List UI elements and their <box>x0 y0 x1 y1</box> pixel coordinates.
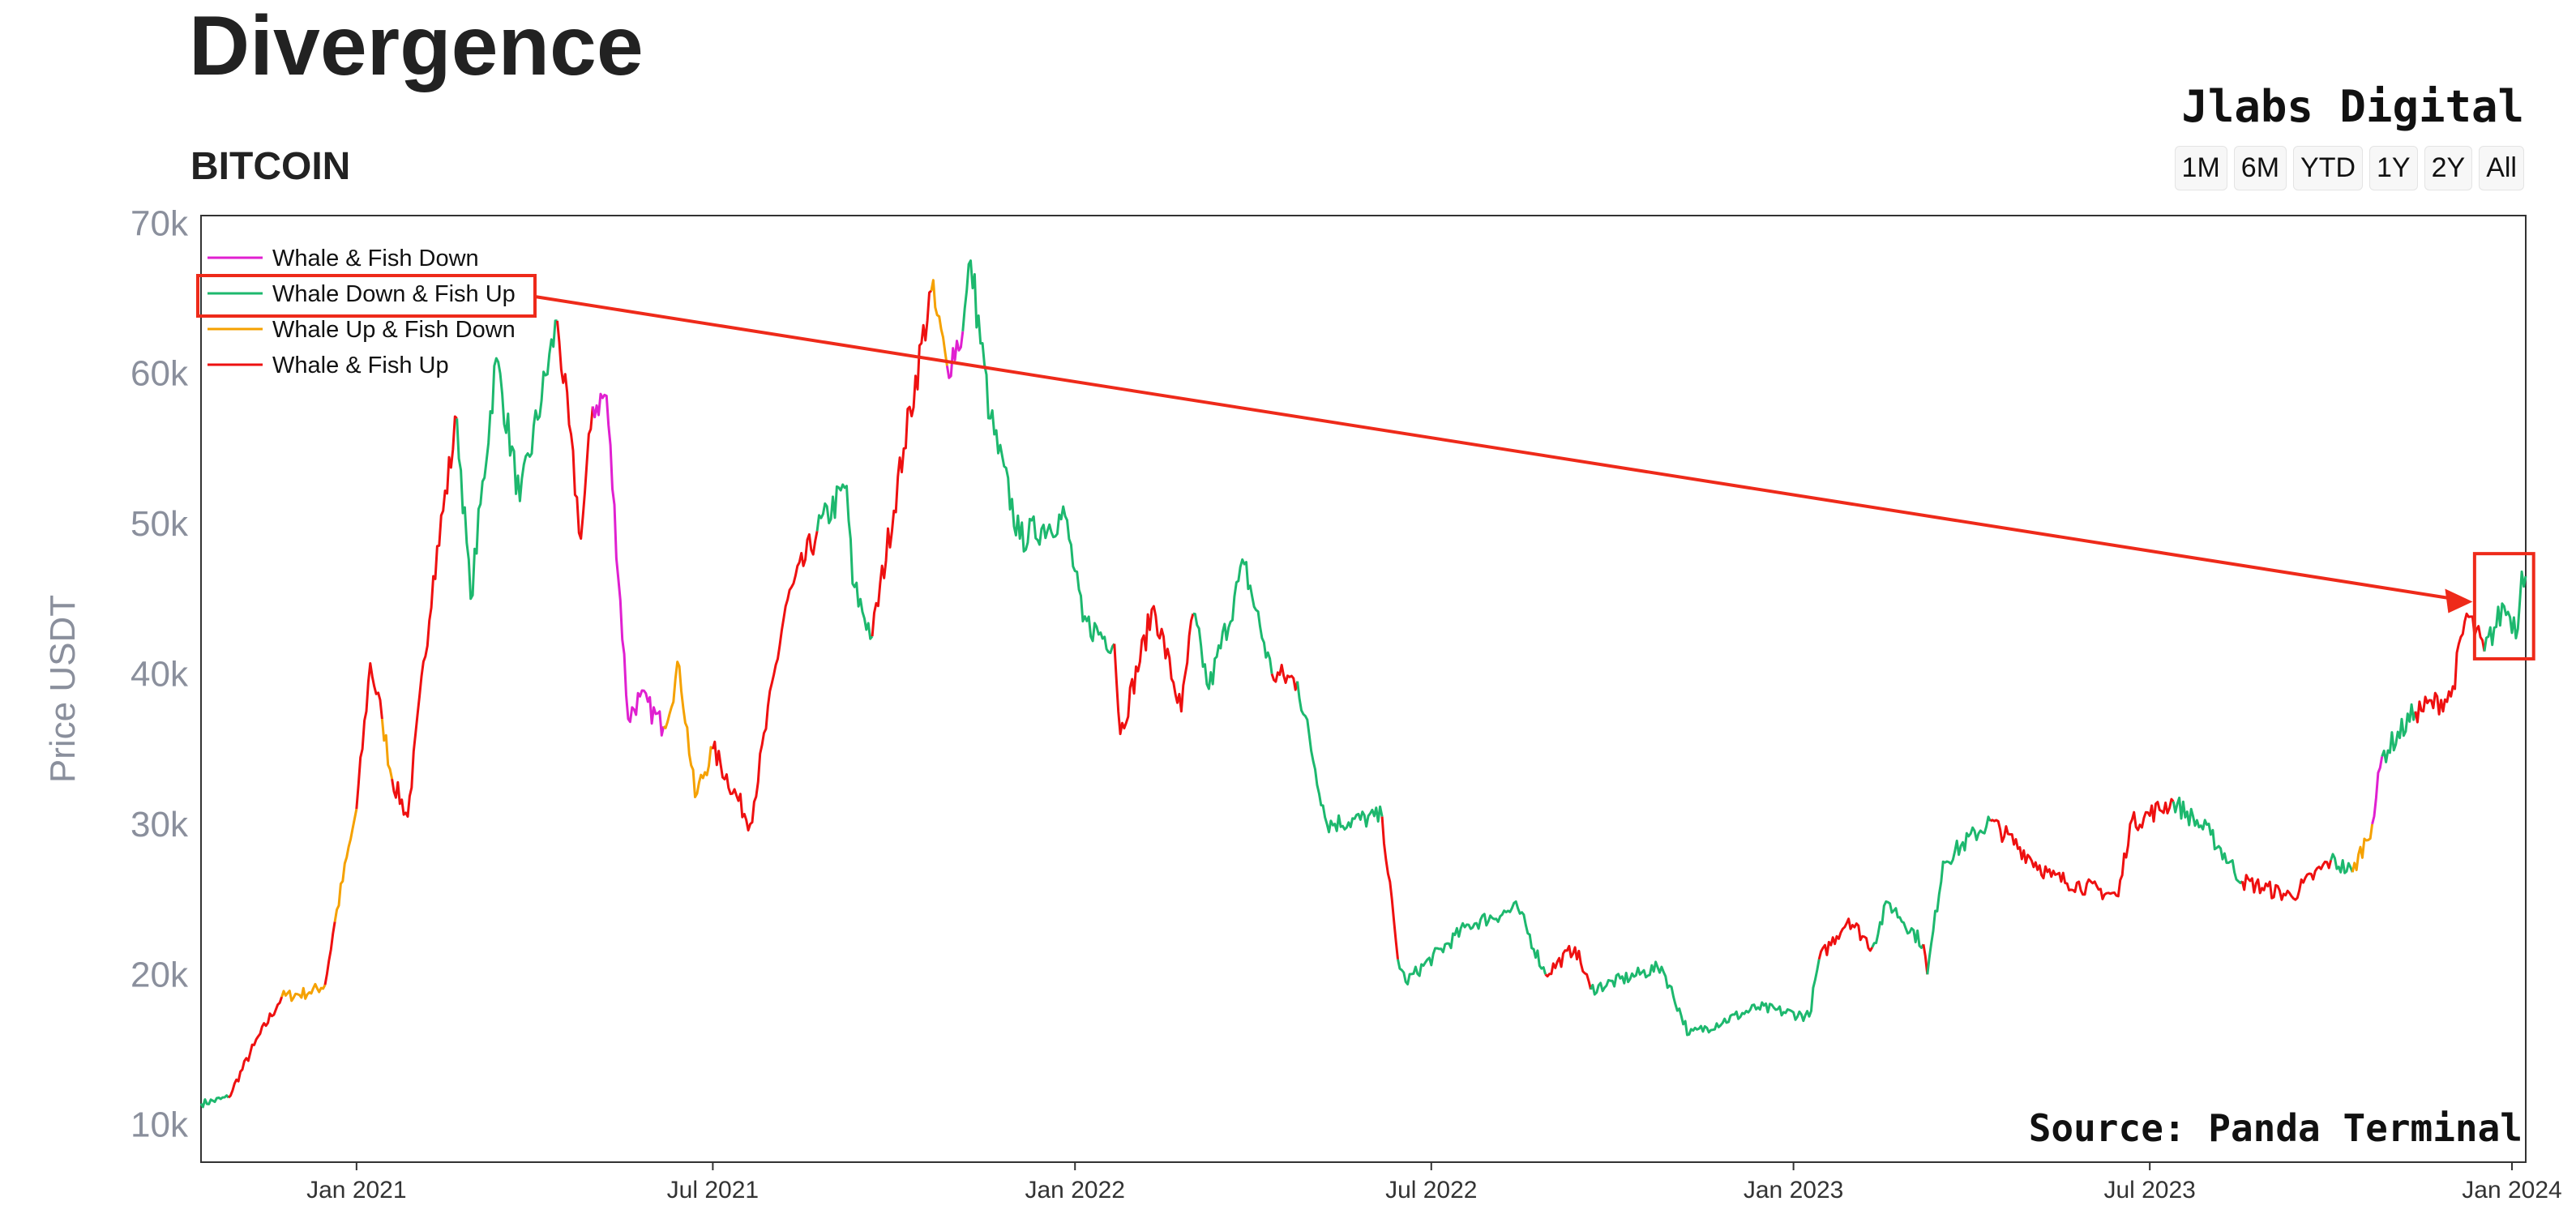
series-line-whale-and-fish-up <box>2414 612 2486 724</box>
y-axis-title: Price USDT <box>43 595 83 783</box>
series-line-whale-down-and-fish-up <box>815 483 874 640</box>
y-tick-label: 60k <box>131 354 189 394</box>
series-line-whale-and-fish-down <box>2371 756 2384 825</box>
highlight-box-legend <box>196 274 537 318</box>
series-line-whale-and-fish-up <box>1989 797 2175 900</box>
series-line-whale-down-and-fish-up <box>2172 796 2244 884</box>
annotations <box>196 274 2535 661</box>
series-line-whale-up-and-fish-down <box>380 718 394 780</box>
legend-label: Whale & Fish Up <box>272 353 449 378</box>
series-line-whale-down-and-fish-up <box>1871 900 1925 949</box>
series-line-whale-down-and-fish-up <box>1296 681 1384 834</box>
page-title: Divergence <box>189 0 644 93</box>
series-line-whale-and-fish-up <box>391 415 458 819</box>
series-line-whale-and-fish-up <box>1113 605 1195 736</box>
range-button-1y[interactable]: 1Y <box>2369 146 2418 190</box>
y-tick-label: 10k <box>131 1105 189 1145</box>
series-line-whale-and-fish-up <box>556 320 594 541</box>
series-line-whale-and-fish-up <box>711 531 819 832</box>
price-series <box>199 259 2527 1109</box>
y-tick-label: 40k <box>131 654 189 694</box>
series-line-whale-and-fish-up <box>1270 664 1299 691</box>
x-tick-label: Jan 2023 <box>1744 1177 1843 1203</box>
brand-label: Jlabs Digital <box>2181 81 2524 132</box>
series-line-whale-down-and-fish-up <box>1926 815 1992 975</box>
range-button-ytd[interactable]: YTD <box>2293 146 2364 190</box>
series-line-whale-down-and-fish-up <box>961 259 1116 655</box>
range-button-1m[interactable]: 1M <box>2174 146 2227 190</box>
annotation-arrow-head <box>2445 588 2473 614</box>
range-button-6m[interactable]: 6M <box>2233 146 2287 190</box>
series-line-whale-and-fish-up <box>2240 860 2333 901</box>
x-axis: Jan 2021 Jul 2021 Jan 2022 Jul 2022 Jan 2023… <box>306 1162 2562 1203</box>
legend-label: Whale & Fish Down <box>272 246 479 271</box>
series-line-whale-down-and-fish-up <box>1590 959 1821 1037</box>
series-line-whale-down-and-fish-up <box>199 1094 230 1109</box>
series-line-whale-up-and-fish-down <box>333 809 358 922</box>
x-tick-label: Jul 2021 <box>667 1177 759 1203</box>
plot-frame <box>200 215 2527 1163</box>
series-line-whale-up-and-fish-down <box>662 661 714 798</box>
series-line-whale-up-and-fish-down <box>280 982 327 1003</box>
y-tick-label: 50k <box>131 504 189 544</box>
series-line-whale-down-and-fish-up <box>1397 900 1547 985</box>
highlight-box-recent <box>2472 552 2535 661</box>
x-tick-label: Jul 2022 <box>1385 1177 1477 1203</box>
x-tick-label: Jan 2021 <box>306 1177 406 1203</box>
source-label: Source: Panda Terminal <box>2029 1106 2523 1150</box>
legend-label: Whale Down & Fish Up <box>272 281 516 307</box>
legend-label: Whale Up & Fish Down <box>272 317 516 343</box>
series-line-whale-down-and-fish-up <box>1192 558 1273 690</box>
annotation-arrow-line <box>534 295 2452 601</box>
series-line-whale-down-and-fish-up <box>456 319 558 601</box>
series-line-whale-and-fish-up <box>871 289 933 637</box>
range-selector: 1M 6M YTD 1Y 2Y All <box>2174 146 2524 190</box>
series-line-whale-down-and-fish-up <box>2483 570 2527 652</box>
series-line-whale-and-fish-up <box>1817 917 1874 960</box>
x-tick-label: Jan 2022 <box>1025 1177 1125 1203</box>
series-line-whale-and-fish-up <box>1544 944 1592 990</box>
series-line-whale-and-fish-up <box>1922 943 1929 975</box>
x-tick-label: Jul 2023 <box>2103 1177 2195 1203</box>
y-tick-label: 70k <box>131 203 189 243</box>
series-line-whale-up-and-fish-down <box>2351 823 2374 873</box>
x-tick-label: Jan 2024 <box>2462 1177 2561 1203</box>
chart-subtitle: BITCOIN <box>190 145 351 188</box>
series-line-whale-up-and-fish-down <box>930 279 948 366</box>
series-line-whale-and-fish-up <box>227 996 284 1099</box>
legend: Whale & Fish Down Whale Down & Fish Up Wha… <box>208 246 516 378</box>
range-button-all[interactable]: All <box>2479 146 2524 190</box>
y-axis: 10k 20k 30k 40k 50k 60k 70k <box>131 203 189 1144</box>
y-tick-label: 30k <box>131 805 189 844</box>
series-line-whale-down-and-fish-up <box>2330 853 2354 874</box>
y-tick-label: 20k <box>131 955 189 994</box>
series-line-whale-and-fish-down <box>945 331 965 379</box>
series-line-whale-and-fish-down <box>591 392 665 737</box>
series-line-whale-and-fish-up <box>1380 816 1399 960</box>
series-line-whale-and-fish-up <box>355 662 383 810</box>
series-line-whale-and-fish-up <box>323 921 336 985</box>
range-button-2y[interactable]: 2Y <box>2424 146 2473 190</box>
series-line-whale-down-and-fish-up <box>2381 703 2417 763</box>
